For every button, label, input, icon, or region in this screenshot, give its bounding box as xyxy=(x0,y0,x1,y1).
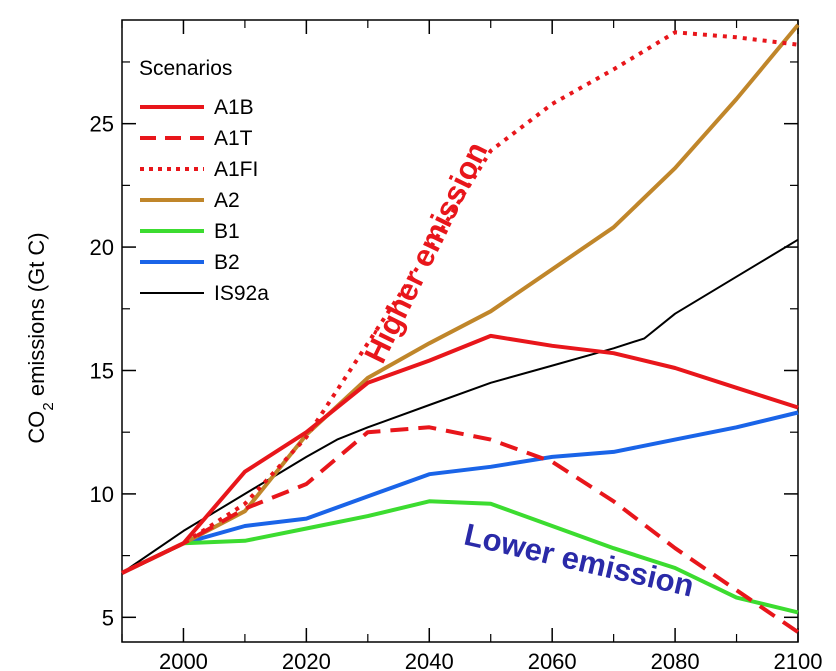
series-line-a1fi xyxy=(121,30,799,575)
x-tick-label: 2020 xyxy=(282,649,331,671)
y-tick-label: 5 xyxy=(102,605,114,630)
y-tick-label: 15 xyxy=(90,358,114,383)
legend-label-a1fi: A1FI xyxy=(214,158,258,181)
legend: Scenarios A1B A1T A1FI A2 B1 B2 IS92a xyxy=(139,57,269,305)
series-line-is92a xyxy=(121,238,799,574)
legend-label-b2: B2 xyxy=(214,251,240,274)
x-tick-label: 2080 xyxy=(651,649,700,671)
legend-label-b1: B1 xyxy=(214,220,240,243)
plot-frame xyxy=(121,19,799,643)
higher-emission-annotation: Higher emission xyxy=(357,136,494,368)
x-tick-label: 2000 xyxy=(159,649,208,671)
legend-label-a1t: A1T xyxy=(214,127,253,150)
series-line-b1 xyxy=(121,499,799,615)
y-axis-title-subscript: 2 xyxy=(40,402,57,410)
series-line-a1b xyxy=(121,333,799,575)
legend-label-a2: A2 xyxy=(214,189,240,212)
legend-label-is92a: IS92a xyxy=(214,282,269,305)
series-line-a1t xyxy=(121,425,800,634)
plot-border xyxy=(121,19,799,643)
y-tick-label: 20 xyxy=(90,235,114,260)
legend-title: Scenarios xyxy=(139,57,232,80)
axis-tick-labels: 2000 2020 2040 2060 2080 2100 5 10 15 20 25 xyxy=(90,112,823,671)
x-tick-label: 2040 xyxy=(405,649,454,671)
y-tick-label: 10 xyxy=(90,482,114,507)
y-tick-label: 25 xyxy=(90,112,114,137)
lower-emission-annotation: Lower emission xyxy=(461,517,697,604)
series-lines xyxy=(121,23,800,634)
legend-label-a1b: A1B xyxy=(214,96,254,119)
series-line-b2 xyxy=(121,410,799,575)
x-tick-label: 2060 xyxy=(528,649,577,671)
y-axis-title: CO2 emissions (Gt C) xyxy=(24,232,57,443)
x-tick-label: 2100 xyxy=(774,649,823,671)
